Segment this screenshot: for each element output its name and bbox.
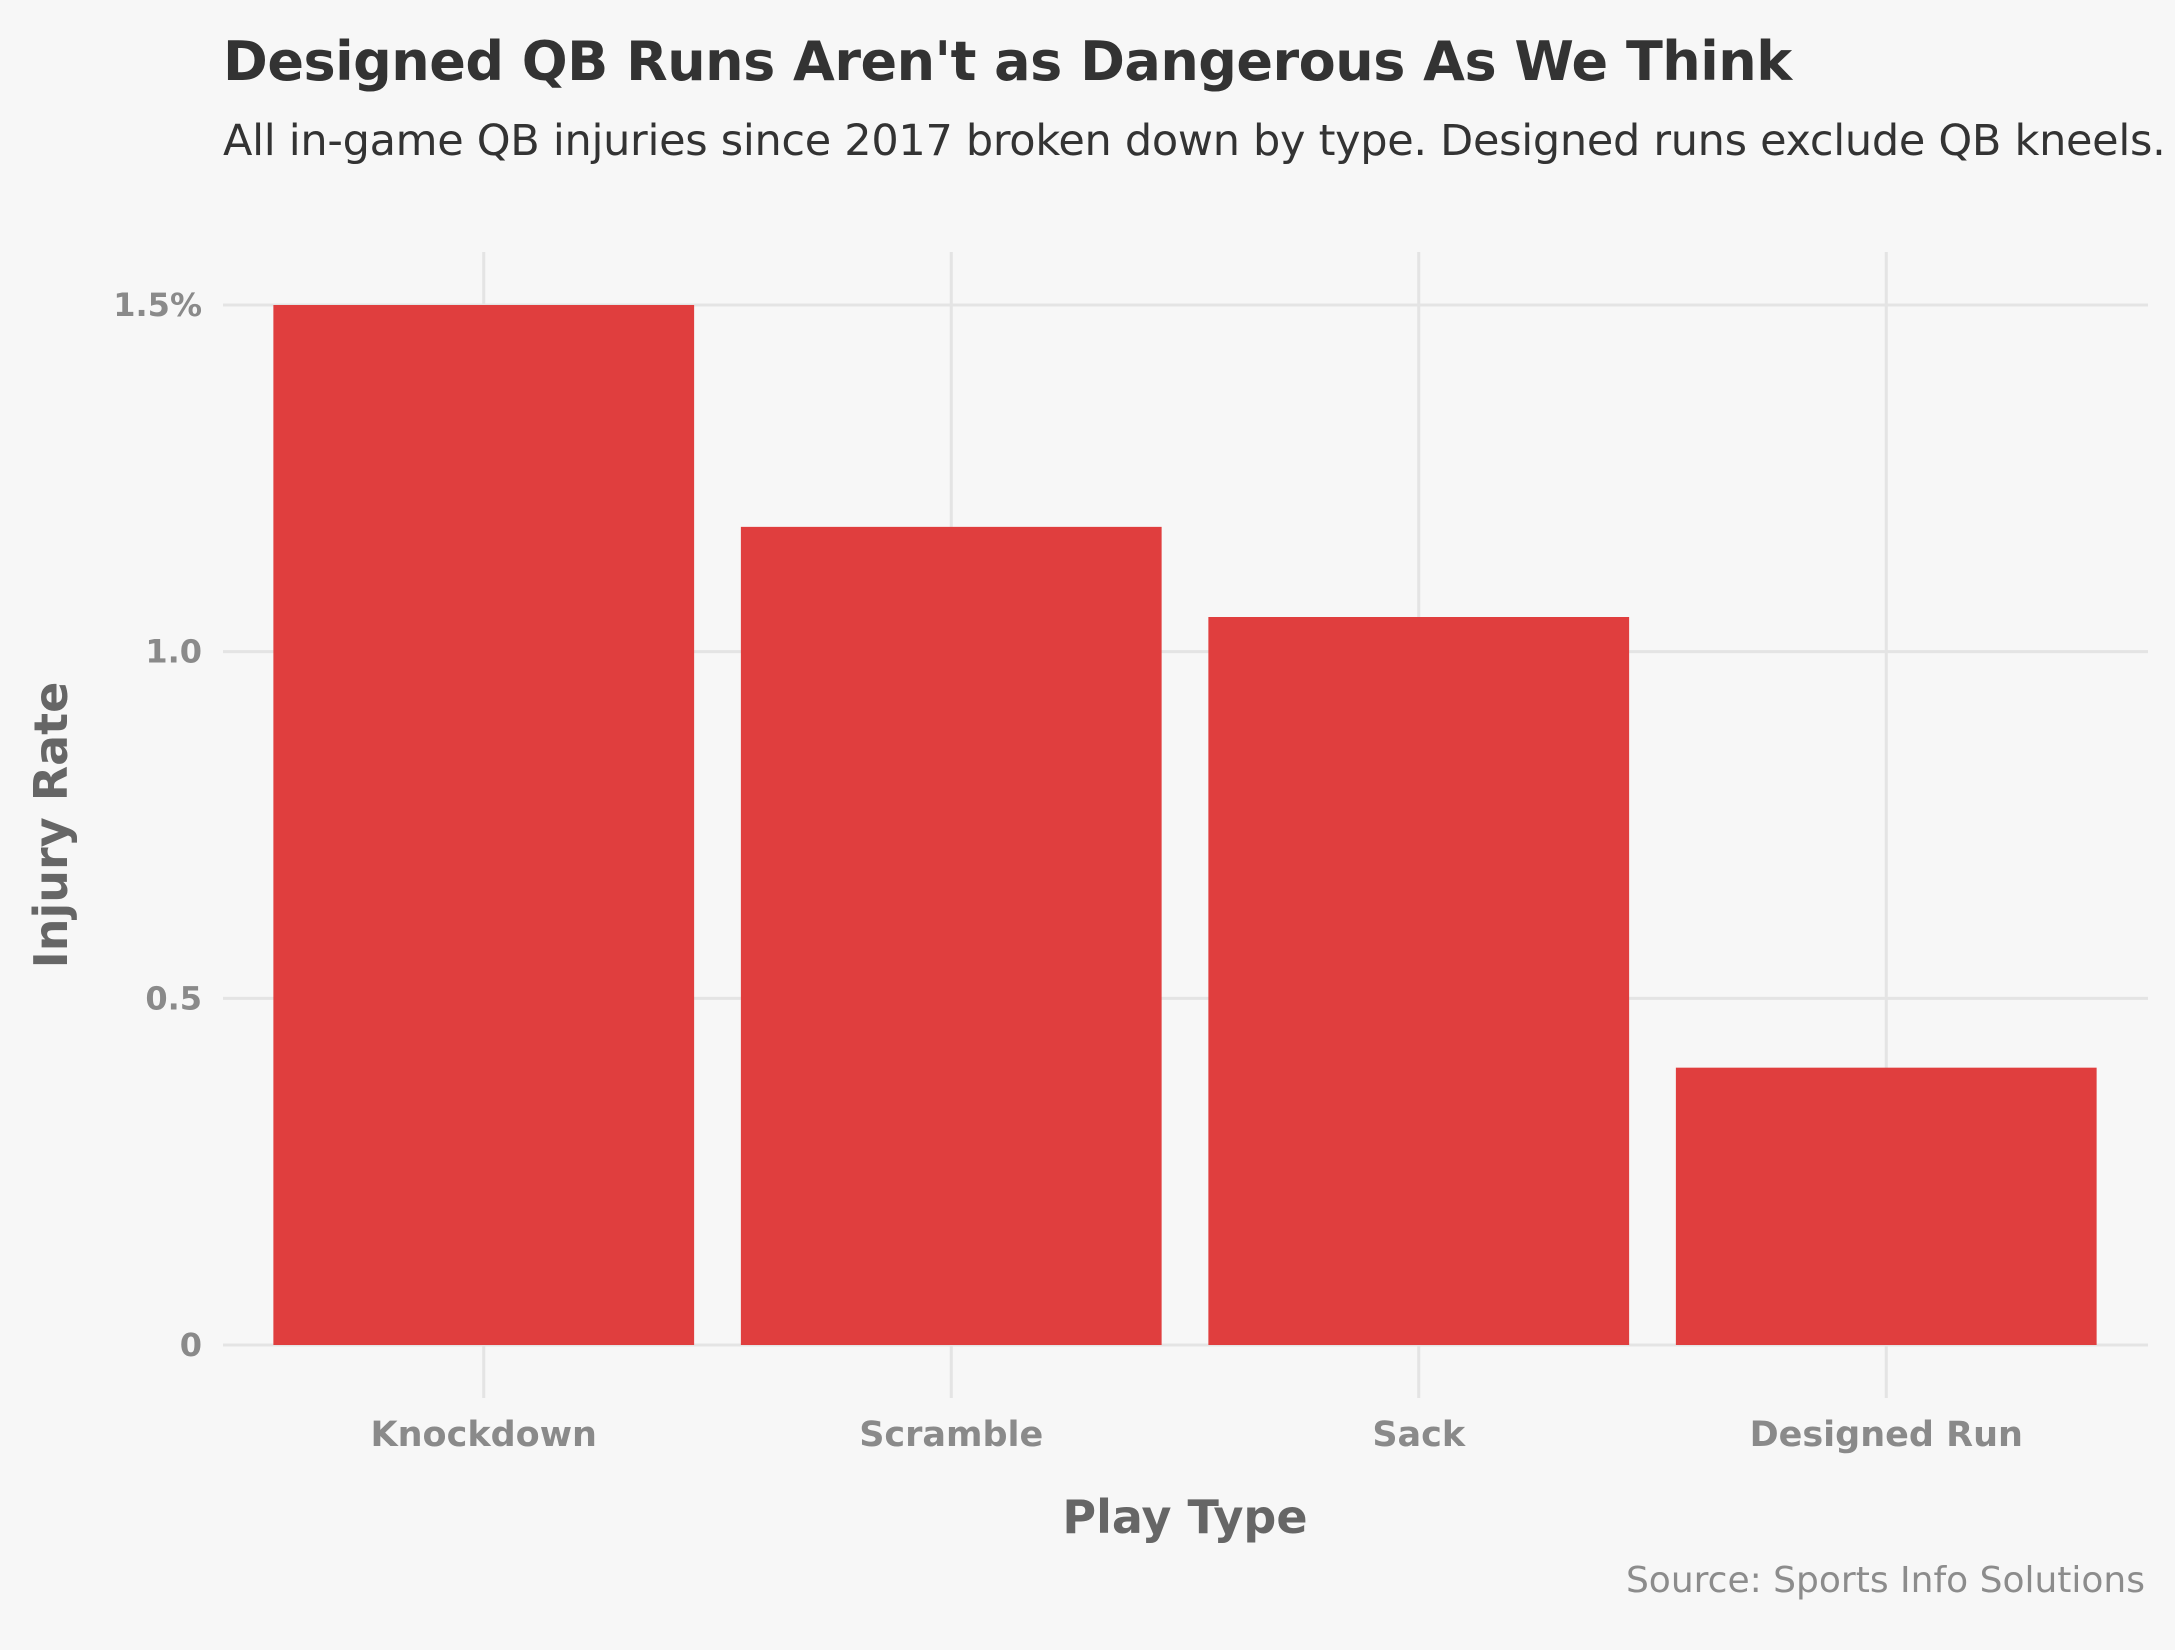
y-tick-label: 1.0 xyxy=(145,633,202,671)
y-tick-label: 0 xyxy=(180,1326,202,1364)
y-tick-label: 0.5 xyxy=(145,979,202,1017)
bar-sack xyxy=(1208,617,1630,1345)
bar-knockdown xyxy=(273,305,695,1345)
y-axis-title: Injury Rate xyxy=(24,682,78,969)
x-tick-labels: Knockdown Scramble Sack Designed Run xyxy=(371,1415,2023,1455)
y-tick-labels: 0 0.5 1.0 1.5% xyxy=(113,286,202,1364)
x-axis-title: Play Type xyxy=(1062,1490,1307,1544)
chart-subtitle: All in-game QB injuries since 2017 broke… xyxy=(223,116,2166,166)
bar-designed-run xyxy=(1675,1067,2097,1345)
x-tick-label: Designed Run xyxy=(1750,1415,2023,1455)
x-tick-label: Knockdown xyxy=(371,1415,597,1455)
x-tick-label: Sack xyxy=(1372,1415,1466,1455)
y-tick-label: 1.5% xyxy=(113,286,202,324)
x-tick-label: Scramble xyxy=(859,1415,1043,1455)
chart-title: Designed QB Runs Aren't as Dangerous As … xyxy=(223,30,1792,93)
bars xyxy=(273,305,2097,1345)
chart-source: Source: Sports Info Solutions xyxy=(1625,1560,2145,1601)
bar-scramble xyxy=(740,526,1162,1345)
